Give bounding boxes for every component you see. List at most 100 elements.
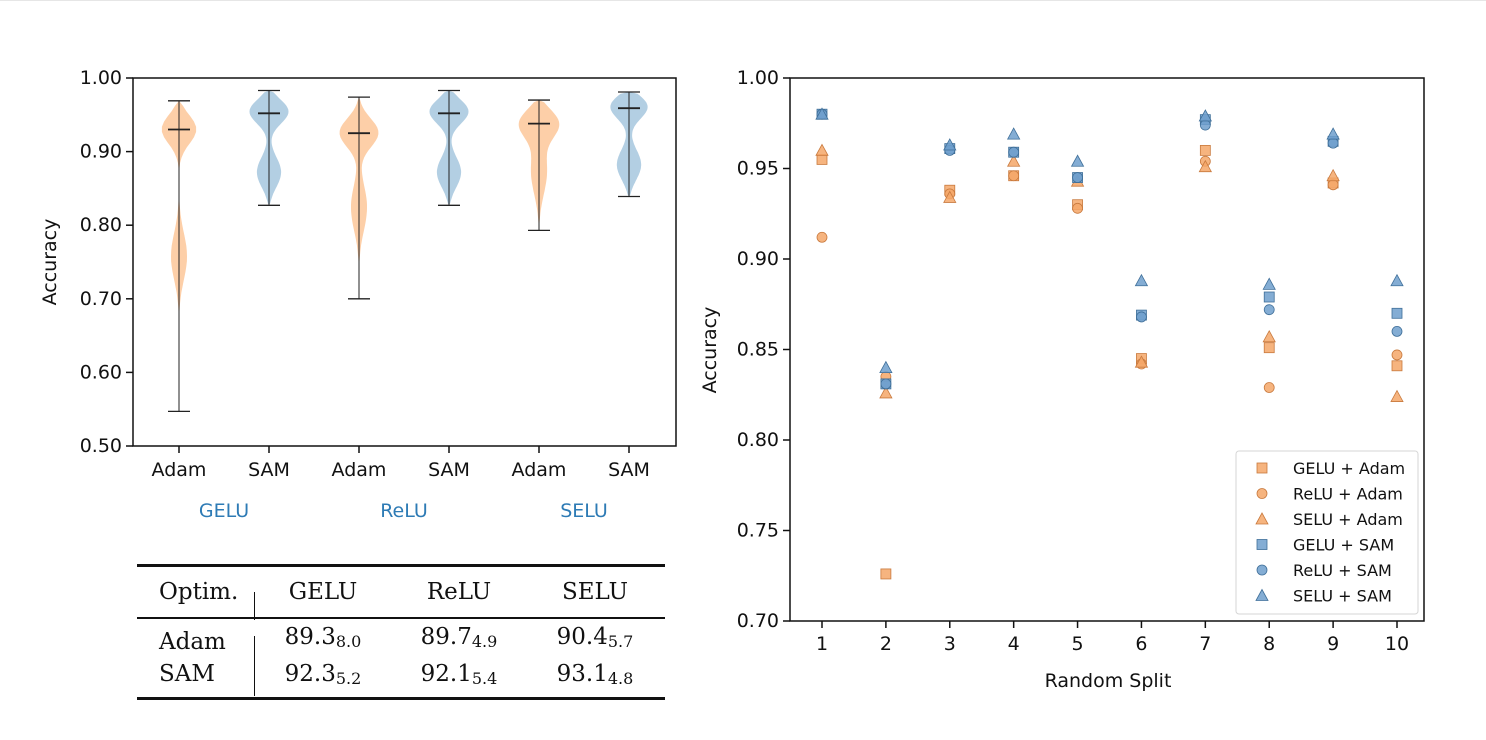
cell-sam-relu: 92.15.4 <box>391 658 527 695</box>
cell-std: 4.8 <box>607 668 634 688</box>
y-tick-label: 0.80 <box>80 214 122 236</box>
header-relu: ReLU <box>426 579 492 605</box>
y-tick-label: 0.90 <box>80 141 122 163</box>
data-point-triangle <box>1198 109 1213 122</box>
legend-entry-label: ReLU + Adam <box>1293 485 1403 504</box>
legend-entry-label: SELU + Adam <box>1293 510 1403 529</box>
data-point-circle <box>1136 311 1147 323</box>
y-tick-label: 0.70 <box>737 610 779 632</box>
group-label-relu: ReLU <box>380 500 428 522</box>
data-point-triangle <box>1006 154 1021 167</box>
optimizer-column: Adam SAM <box>137 626 255 696</box>
data-point-circle <box>1072 202 1083 214</box>
top-border <box>0 0 1486 1</box>
row-label-adam: Adam <box>159 628 226 655</box>
data-point-triangle <box>1390 273 1404 287</box>
legend-entry-label: GELU + Adam <box>1293 459 1405 478</box>
x-tick-label: 6 <box>1135 633 1147 655</box>
violin-layer <box>161 89 648 413</box>
cell-sam-selu: 93.14.8 <box>527 658 663 695</box>
group-label-selu: SELU <box>560 500 608 522</box>
header-selu: SELU <box>562 579 628 605</box>
cell-std: 5.4 <box>471 668 498 688</box>
relu-column: 89.74.9 92.15.4 <box>391 621 527 695</box>
x-tick-label: SAM <box>608 459 650 481</box>
y-tick-label: 0.50 <box>80 435 122 457</box>
y-tick-label: 0.75 <box>737 520 779 542</box>
cell-sam-gelu: 92.35.2 <box>255 658 391 695</box>
results-table: Optim. GELU ReLU SELU Adam SAM 89.38.0 9… <box>137 564 665 700</box>
data-point-square <box>1263 291 1275 303</box>
cell-std: 5.7 <box>607 631 634 651</box>
data-point-square <box>1391 307 1403 319</box>
header-gelu: GELU <box>288 579 358 605</box>
y-tick-label: 0.60 <box>80 361 122 383</box>
legend-marker-triangle <box>1255 512 1269 525</box>
violin-y-axis: 0.50 0.60 0.70 0.80 0.90 1.00 <box>80 67 133 457</box>
violin-plot-frame <box>132 77 677 447</box>
x-tick-label: Adam <box>512 459 567 481</box>
cell-mean: 90.4 <box>556 623 608 650</box>
data-point-circle <box>1327 179 1339 191</box>
x-tick-label: SAM <box>428 459 470 481</box>
x-tick-label: Adam <box>152 459 207 481</box>
cell-std: 5.2 <box>335 668 362 688</box>
scatter-points <box>815 107 1404 580</box>
data-point-circle <box>1327 137 1339 149</box>
scatter-y-axis-title: Accuracy <box>699 307 721 394</box>
y-tick-label: 1.00 <box>737 67 779 89</box>
data-point-triangle <box>943 190 957 203</box>
gelu-column: 89.38.0 92.35.2 <box>255 621 391 695</box>
x-tick-label: 3 <box>944 633 956 655</box>
y-tick-label: 0.95 <box>737 158 779 180</box>
cell-std: 4.9 <box>471 631 498 651</box>
data-point-square <box>1199 144 1211 156</box>
cell-std: 8.0 <box>335 631 362 651</box>
table-vertical-rule <box>253 592 255 620</box>
data-point-triangle <box>1134 273 1149 287</box>
data-point-square <box>1391 360 1403 372</box>
table-mid-rule <box>137 617 665 619</box>
data-point-circle <box>1391 325 1403 337</box>
x-tick-label: 5 <box>1072 633 1084 655</box>
x-tick-label: 4 <box>1008 633 1020 655</box>
y-tick-label: 1.00 <box>80 67 122 89</box>
data-point-triangle <box>1262 277 1276 290</box>
violin-y-axis-title: Accuracy <box>39 219 61 306</box>
group-label-gelu: GELU <box>199 500 249 522</box>
data-point-circle <box>880 378 892 390</box>
data-point-circle <box>1263 304 1275 316</box>
legend-entry-label: GELU + SAM <box>1293 536 1394 555</box>
data-point-triangle <box>1326 168 1340 182</box>
x-tick-label: SAM <box>248 459 290 481</box>
y-tick-label: 0.85 <box>737 339 779 361</box>
x-tick-label: 8 <box>1263 633 1275 655</box>
data-point-circle <box>1008 170 1020 182</box>
data-point-square <box>1263 342 1275 354</box>
cell-mean: 89.3 <box>284 623 336 650</box>
x-tick-label: 9 <box>1327 633 1339 655</box>
legend-marker-circle <box>1256 564 1268 576</box>
x-tick-label: Adam <box>332 459 387 481</box>
data-point-triangle <box>1006 127 1021 140</box>
header-optim-cell: Optim. <box>137 579 255 620</box>
cell-mean: 92.1 <box>420 660 472 687</box>
header-optim: Optim. <box>159 579 239 605</box>
y-tick-label: 0.90 <box>737 248 779 270</box>
data-point-triangle <box>1262 329 1276 343</box>
data-point-triangle <box>879 386 893 399</box>
x-tick-label: 10 <box>1385 633 1409 655</box>
x-tick-label: 7 <box>1199 633 1211 655</box>
data-point-triangle <box>815 143 829 156</box>
table-top-rule <box>137 564 665 567</box>
legend-marker-square <box>1256 539 1268 550</box>
legend-box <box>1235 450 1419 615</box>
data-point-circle <box>1008 146 1020 158</box>
cell-mean: 92.3 <box>284 660 336 687</box>
scatter-x-axis: 1 2 3 4 5 6 7 8 9 10 <box>816 621 1409 655</box>
y-tick-label: 0.80 <box>737 429 779 451</box>
cell-adam-relu: 89.74.9 <box>391 621 527 658</box>
